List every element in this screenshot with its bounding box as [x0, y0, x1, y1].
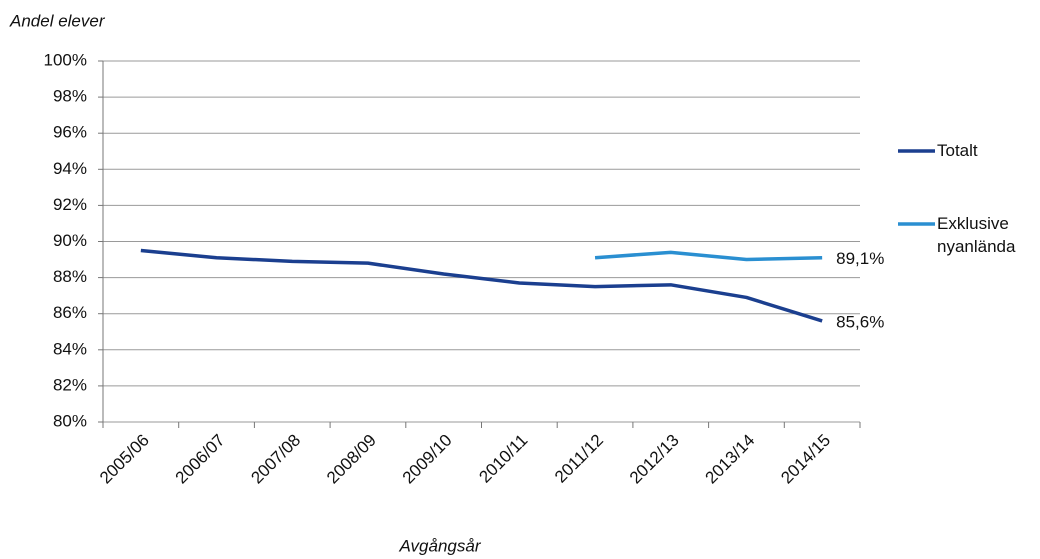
y-tick-label: 92% — [53, 195, 87, 214]
y-tick-label: 88% — [53, 267, 87, 286]
series-line — [140, 248, 823, 323]
data-label: 85,6% — [836, 312, 884, 331]
x-tick-label: 2005/06 — [96, 431, 153, 488]
x-tick-label: 2014/15 — [777, 431, 834, 488]
x-tick-label: 2006/07 — [172, 431, 229, 488]
y-tick-label: 84% — [53, 339, 87, 358]
x-tick-label: 2011/12 — [551, 431, 607, 487]
x-tick-label: 2013/14 — [702, 431, 759, 488]
legend-item: Exklusive nyanlända — [937, 214, 1016, 256]
x-tick-label: 2009/10 — [399, 431, 456, 488]
y-tick-label: 86% — [53, 303, 87, 322]
data-label: 89,1% — [836, 249, 884, 268]
y-tick-label: 80% — [53, 411, 87, 430]
x-tick-label: 2012/13 — [626, 431, 683, 488]
y-tick-label: 90% — [53, 231, 87, 250]
legend-label: Exklusive nyanlända — [937, 214, 1016, 256]
y-tick-label: 100% — [44, 50, 87, 69]
x-tick-label: 2007/08 — [247, 431, 304, 488]
x-tick-label: 2008/09 — [323, 431, 380, 488]
series-line — [594, 250, 823, 262]
legend-label: Totalt — [937, 141, 978, 160]
y-axis-title: Andel elever — [9, 11, 106, 30]
y-tick-label: 98% — [53, 87, 87, 106]
y-tick-label: 94% — [53, 159, 87, 178]
x-axis-title: Avgångsår — [399, 536, 482, 555]
y-tick-label: 82% — [53, 375, 87, 394]
legend-item: Totalt — [937, 141, 978, 160]
x-tick-label: 2010/11 — [475, 431, 531, 487]
y-tick-label: 96% — [53, 123, 87, 142]
